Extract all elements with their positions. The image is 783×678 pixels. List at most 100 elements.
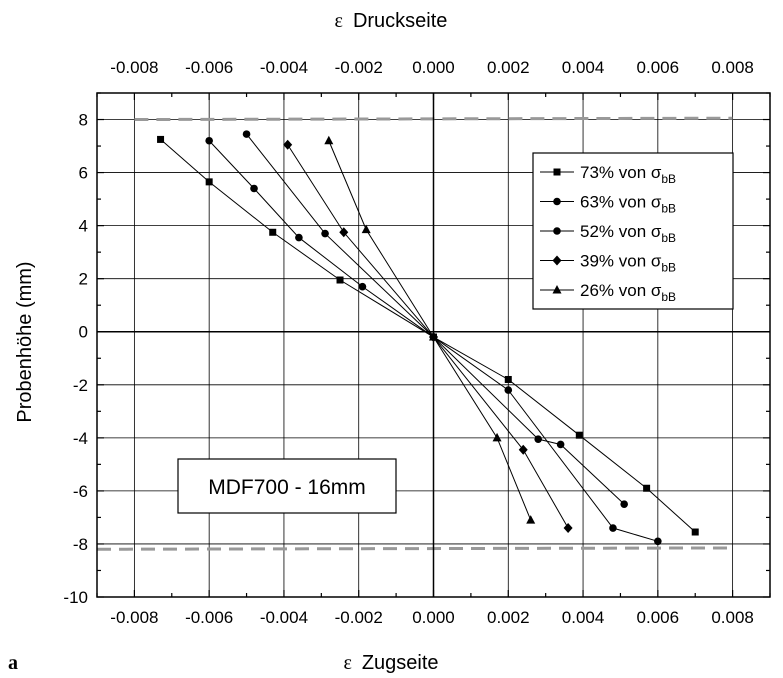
data-point — [361, 224, 371, 234]
y-axis-title: Probenhöhe (mm) — [14, 261, 36, 422]
data-point — [283, 139, 293, 150]
legend-label: 39% von σbB — [580, 252, 676, 275]
x-tick-label-bottom: -0.006 — [185, 608, 233, 627]
x-tick-label-bottom: 0.004 — [562, 608, 605, 627]
x-tick-label-top: 0.000 — [412, 58, 455, 77]
legend-marker — [552, 285, 562, 294]
x-tick-label-top: -0.004 — [260, 58, 308, 77]
x-tick-label-bottom: -0.004 — [260, 608, 308, 627]
y-tick-label: -6 — [73, 482, 88, 501]
x-tick-label-bottom: 0.008 — [711, 608, 754, 627]
data-point — [643, 484, 651, 492]
x-tick-label-bottom: 0.006 — [637, 608, 680, 627]
legend-entry: 52% von σbB — [540, 222, 676, 245]
data-point — [526, 515, 536, 524]
legend-label-subscript: bB — [661, 290, 676, 304]
x-axis-top-symbol: ε — [335, 10, 343, 32]
data-point — [563, 523, 573, 534]
data-point — [518, 444, 528, 455]
legend-marker — [553, 227, 561, 235]
data-point — [358, 282, 367, 291]
data-point — [556, 440, 565, 449]
legend-label-text: 63% von σ — [580, 193, 662, 212]
x-axis-title-top: ε Druckseite — [335, 10, 448, 32]
x-tick-label-bottom: -0.008 — [110, 608, 158, 627]
legend-marker — [553, 168, 561, 176]
data-point — [691, 528, 699, 536]
legend-entry: 39% von σbB — [540, 252, 676, 275]
legend-label: 73% von σbB — [580, 163, 676, 186]
x-tick-label-bottom: 0.002 — [487, 608, 530, 627]
y-tick-label: 4 — [79, 217, 88, 236]
x-axis-bottom-text: Zugseite — [362, 652, 439, 674]
data-point — [654, 537, 662, 546]
legend-label-text: 26% von σ — [580, 281, 662, 300]
data-point — [295, 233, 303, 242]
y-tick-label: -4 — [73, 429, 88, 448]
data-point — [324, 135, 334, 145]
boundary-line — [96, 546, 733, 551]
legend-entry: 73% von σbB — [540, 163, 676, 186]
ticks: -0.008 -0.008 -0.006 -0.006 -0.004 -0.004 -0.0… — [63, 58, 771, 627]
x-axis-bottom-symbol: ε — [343, 652, 351, 674]
data-point — [242, 130, 251, 138]
x-tick-label-bottom: 0.000 — [412, 608, 455, 627]
x-axis-top-text: Druckseite — [353, 10, 447, 32]
x-tick-label-top: -0.002 — [335, 58, 383, 77]
y-tick-label: -10 — [63, 588, 88, 607]
series-line — [246, 133, 625, 505]
series-layer — [157, 130, 699, 546]
zero-axes — [97, 93, 770, 597]
legend-label-subscript: bB — [661, 231, 676, 245]
x-tick-label-top: 0.008 — [711, 58, 754, 77]
data-point — [609, 524, 617, 532]
data-point — [429, 332, 438, 341]
y-tick-label: 6 — [79, 164, 88, 183]
annotation-text: MDF700 - 16mm — [208, 476, 366, 499]
legend-entry: 26% von σbB — [540, 281, 676, 304]
x-tick-label-top: -0.008 — [110, 58, 158, 77]
y-tick-label: 2 — [79, 270, 88, 289]
data-point — [269, 228, 277, 236]
data-point — [504, 386, 513, 394]
data-point — [336, 276, 344, 284]
data-point — [205, 136, 213, 145]
data-point — [620, 500, 628, 508]
x-axis-title-bottom: ε Zugseite — [343, 652, 438, 674]
x-tick-label-bottom: -0.002 — [335, 608, 383, 627]
data-point — [575, 431, 583, 439]
legend-entry: 63% von σbB — [540, 193, 676, 216]
legend-label-subscript: bB — [661, 261, 676, 275]
legend-label-text: 39% von σ — [580, 252, 662, 271]
annotation-box: MDF700 - 16mm — [177, 458, 397, 514]
legend-label-subscript: bB — [661, 172, 676, 186]
y-tick-label: -8 — [73, 535, 88, 554]
x-tick-label-top: -0.006 — [185, 58, 233, 77]
data-point — [321, 229, 329, 238]
series-line — [208, 140, 658, 542]
panel-label: a — [8, 652, 18, 674]
data-point — [339, 227, 349, 238]
legend-marker — [552, 255, 562, 266]
legend-label: 52% von σbB — [580, 222, 676, 245]
legend-label-subscript: bB — [661, 202, 676, 216]
data-point — [205, 178, 213, 186]
y-tick-label: -2 — [73, 376, 88, 395]
data-point — [534, 435, 542, 443]
series-3 — [242, 130, 628, 508]
series-5 — [324, 135, 536, 524]
data-point — [504, 375, 512, 383]
x-tick-label-top: 0.002 — [487, 58, 530, 77]
legend-label-text: 52% von σ — [580, 222, 662, 241]
series-2 — [205, 136, 662, 546]
legend-marker — [553, 197, 561, 206]
legend-label: 26% von σbB — [580, 281, 676, 304]
legend-label-text: 73% von σ — [580, 163, 662, 182]
data-point — [492, 432, 502, 442]
data-point — [250, 184, 258, 193]
y-tick-label: 0 — [79, 323, 88, 342]
legend-label: 63% von σbB — [580, 193, 676, 216]
data-point — [157, 135, 165, 143]
